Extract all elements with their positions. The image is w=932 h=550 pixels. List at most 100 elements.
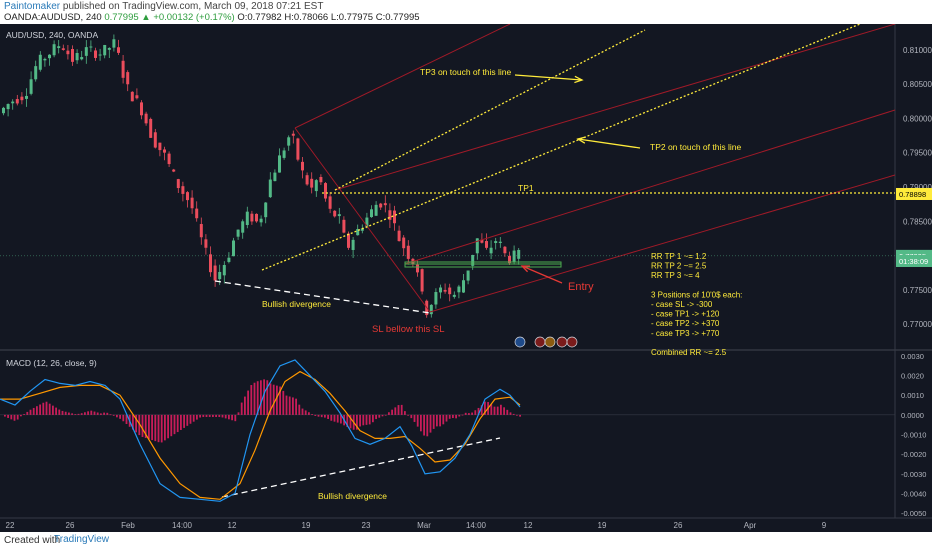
macd-histogram-bar — [183, 414, 185, 428]
candle-body — [351, 239, 355, 250]
macd-histogram-bar — [285, 395, 288, 415]
macd-histogram-bar — [509, 412, 512, 415]
macd-histogram-bar — [74, 414, 77, 415]
event-icon — [544, 336, 556, 348]
macd-pane-title: MACD (12, 26, close, 9) — [6, 358, 97, 368]
candle-body — [310, 178, 314, 188]
chart-area[interactable]: 0.81000 0.80500 0.80000 0.79500 0.79000 0.785… — [0, 23, 932, 532]
time-tick-label: Apr — [744, 521, 757, 530]
price-tick-label: 0.77500 — [903, 286, 932, 295]
macd-histogram-bar — [381, 414, 384, 417]
macd-histogram-bar — [61, 410, 64, 415]
candle-body — [342, 219, 346, 233]
time-tick-label: 26 — [66, 521, 75, 530]
candle-body — [222, 265, 226, 276]
macd-histogram-bar — [109, 414, 112, 416]
tp3-annotation: TP3 on touch of this line — [420, 67, 511, 77]
candle-body — [370, 209, 373, 218]
entry-annotation: Entry — [568, 281, 594, 293]
macd-histogram-bar — [247, 390, 249, 415]
main-pane-title: AUD/USD, 240, OANDA — [6, 30, 98, 40]
candle-body — [181, 186, 185, 194]
candle-body — [278, 155, 281, 173]
candle-body — [245, 211, 249, 226]
macd-histogram-bar — [4, 414, 6, 417]
candle-body — [512, 250, 516, 263]
chart-canvas[interactable]: 0.81000 0.80500 0.80000 0.79500 0.79000 0.785… — [0, 23, 932, 532]
macd-histogram-bar — [362, 414, 365, 426]
macd-histogram-bar — [464, 412, 467, 415]
rr-note-line: 3 Positions of 10'0$ each: — [651, 290, 742, 299]
macd-histogram-bar — [458, 414, 461, 417]
macd-signal-line — [0, 370, 521, 500]
candle-body — [301, 161, 304, 171]
macd-histogram-bar — [224, 414, 227, 419]
publish-line: Paintomaker published on TradingView.com… — [4, 1, 323, 12]
macd-histogram-bar — [96, 412, 99, 415]
macd-histogram-bar — [474, 410, 477, 415]
macd-histogram-bar — [29, 409, 32, 415]
candle-body — [314, 180, 318, 192]
candle-body — [89, 46, 93, 48]
symbol-label: OANDA:AUDUSD, 240 — [4, 12, 102, 23]
price-tick-label: 0.78500 — [903, 217, 932, 226]
time-tick-label: 12 — [228, 521, 237, 530]
macd-histogram-bar — [122, 414, 125, 422]
tp2-annotation: TP2 on touch of this line — [650, 142, 741, 152]
event-icon — [566, 336, 578, 348]
candle-body — [296, 138, 300, 160]
macd-histogram-bar — [52, 405, 54, 415]
macd-histogram-bar — [237, 412, 240, 415]
macd-histogram-bar — [448, 414, 451, 419]
candle-body — [264, 202, 268, 218]
macd-histogram-bar — [295, 398, 297, 415]
candle-body — [434, 292, 438, 305]
candle-body — [356, 229, 360, 236]
macd-histogram-bar — [468, 413, 470, 415]
candle-body — [75, 52, 79, 61]
macd-histogram-bar — [87, 411, 89, 415]
candle-body — [397, 230, 401, 242]
candle-body — [29, 79, 33, 94]
candle-body — [494, 241, 498, 244]
candle-body — [236, 229, 240, 237]
candle-body — [374, 204, 378, 216]
macd-histogram-bar — [276, 385, 278, 415]
macd-histogram-bar — [304, 410, 307, 415]
candle-body — [25, 95, 28, 99]
macd-histogram-bar — [154, 414, 157, 442]
candle-body — [360, 228, 364, 231]
macd-histogram-bar — [16, 414, 19, 420]
macd-histogram-bar — [13, 414, 16, 421]
tp3-parallel-line — [334, 29, 646, 191]
macd-histogram-bar — [106, 412, 109, 415]
macd-tick-label: -0.0040 — [901, 489, 926, 498]
price-tick-label: 0.79500 — [903, 149, 932, 158]
macd-histogram-bar — [519, 414, 521, 417]
macd-histogram-bar — [349, 414, 352, 429]
macd-histogram-bar — [455, 414, 457, 419]
tradingview-brand[interactable]: TradingView — [54, 534, 110, 545]
macd-histogram-bar — [346, 414, 349, 427]
entry-arrow — [521, 265, 563, 284]
macd-histogram-bar — [90, 410, 93, 415]
event-icon — [556, 336, 568, 348]
macd-histogram-bar — [516, 414, 518, 416]
candle-body — [61, 48, 65, 50]
author-link[interactable]: Paintomaker — [4, 1, 61, 12]
macd-histogram-bar — [186, 414, 189, 426]
macd-histogram-bar — [240, 402, 243, 415]
macd-histogram-bar — [26, 411, 29, 415]
macd-histogram-bar — [311, 414, 313, 415]
macd-histogram-bar — [372, 414, 374, 423]
time-tick-label: 22 — [6, 521, 15, 530]
time-tick-label: 12 — [524, 521, 533, 530]
candle-body — [6, 104, 10, 110]
macd-histogram-bar — [269, 383, 272, 415]
macd-histogram-bar — [112, 414, 115, 416]
tp2-arrow — [577, 138, 641, 149]
macd-histogram-bar — [260, 380, 262, 415]
candle-body — [259, 218, 263, 223]
candle-body — [291, 133, 295, 136]
candle-body — [475, 238, 479, 254]
